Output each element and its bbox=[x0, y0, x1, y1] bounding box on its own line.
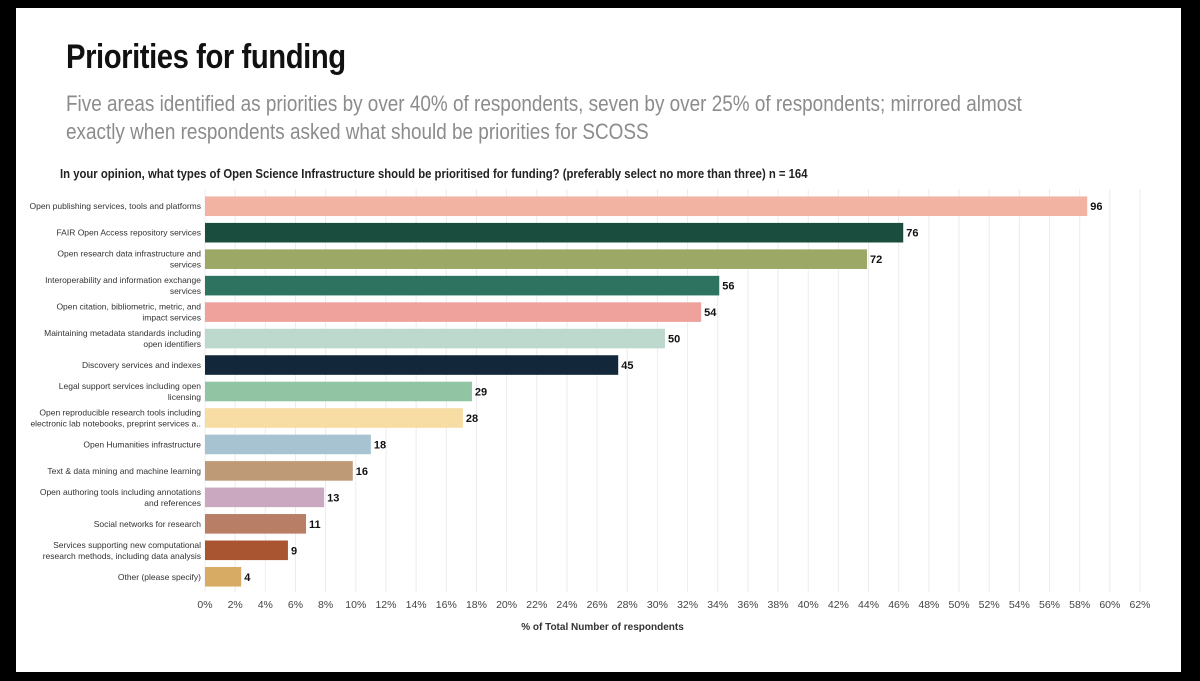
bar-value-label: 72 bbox=[870, 254, 882, 266]
category-label: FAIR Open Access repository services bbox=[56, 228, 201, 238]
x-tick-label: 40% bbox=[798, 599, 819, 611]
x-tick-label: 10% bbox=[345, 599, 366, 611]
category-label: Open research data infrastructure and ser… bbox=[57, 249, 201, 270]
bar bbox=[205, 461, 353, 481]
bar-value-label: 29 bbox=[475, 387, 487, 399]
x-tick-label: 30% bbox=[647, 599, 668, 611]
category-label: Other (please specify) bbox=[118, 572, 201, 582]
bar bbox=[205, 514, 307, 534]
x-tick-label: 8% bbox=[318, 599, 333, 611]
bar bbox=[205, 275, 720, 296]
category-label: Open reproducible research tools includi… bbox=[30, 407, 201, 428]
category-label: Discovery services and indexes bbox=[82, 360, 201, 370]
x-tick-label: 6% bbox=[288, 599, 303, 611]
bar-value-label: 11 bbox=[309, 519, 321, 531]
bar-value-label: 9 bbox=[291, 545, 297, 557]
x-tick-label: 54% bbox=[1009, 599, 1030, 611]
x-tick-label: 44% bbox=[858, 599, 879, 611]
bar bbox=[205, 328, 665, 349]
bar-value-label: 76 bbox=[906, 228, 918, 240]
bar-value-label: 50 bbox=[668, 334, 680, 346]
bar bbox=[205, 566, 242, 587]
category-label: Open citation, bibliometric, metric, and… bbox=[56, 302, 201, 323]
x-tick-label: 18% bbox=[466, 599, 487, 611]
bar bbox=[205, 196, 1088, 217]
page-subtitle: Five areas identified as priorities by o… bbox=[66, 91, 1022, 144]
x-tick-label: 22% bbox=[526, 599, 547, 611]
x-tick-label: 58% bbox=[1069, 599, 1090, 611]
bar bbox=[205, 408, 463, 428]
category-label: Open Humanities infrastructure bbox=[83, 439, 201, 449]
bar bbox=[205, 487, 325, 508]
x-tick-label: 36% bbox=[737, 599, 758, 611]
x-tick-label: 62% bbox=[1129, 599, 1150, 611]
bar-value-label: 4 bbox=[244, 572, 251, 584]
bar-value-label: 18 bbox=[374, 439, 386, 451]
bar-value-label: 16 bbox=[356, 466, 368, 478]
bar bbox=[205, 249, 868, 269]
x-tick-label: 52% bbox=[979, 599, 1000, 611]
bar-value-label: 56 bbox=[722, 281, 734, 293]
page-title: Priorities for funding bbox=[66, 38, 346, 76]
category-label: Open publishing services, tools and plat… bbox=[29, 201, 201, 211]
x-tick-label: 48% bbox=[918, 599, 939, 611]
x-tick-label: 14% bbox=[406, 599, 427, 611]
bar bbox=[205, 381, 472, 402]
chart-title: In your opinion, what types of Open Scie… bbox=[60, 166, 808, 181]
x-tick-label: 12% bbox=[375, 599, 396, 611]
bar-value-label: 96 bbox=[1090, 201, 1102, 213]
category-label: Social networks for research bbox=[94, 519, 202, 529]
category-label: Text & data mining and machine learning bbox=[47, 466, 201, 476]
bar bbox=[205, 302, 702, 322]
bar-value-label: 45 bbox=[621, 360, 633, 372]
x-tick-label: 16% bbox=[436, 599, 457, 611]
bar bbox=[205, 540, 288, 561]
x-tick-label: 28% bbox=[617, 599, 638, 611]
bar bbox=[205, 434, 371, 455]
x-tick-label: 2% bbox=[228, 599, 243, 611]
category-label: Services supporting new computational res… bbox=[43, 540, 201, 561]
x-axis-label: % of Total Number of respondents bbox=[521, 622, 684, 633]
bar bbox=[205, 355, 619, 375]
x-tick-label: 38% bbox=[768, 599, 789, 611]
category-label: Interoperability and information exchang… bbox=[45, 275, 201, 296]
bar bbox=[205, 222, 904, 243]
x-tick-label: 4% bbox=[258, 599, 273, 611]
x-tick-label: 50% bbox=[949, 599, 970, 611]
x-tick-label: 0% bbox=[197, 599, 212, 611]
x-tick-label: 56% bbox=[1039, 599, 1060, 611]
category-label: Maintaining metadata standards including… bbox=[44, 328, 201, 349]
bar-value-label: 28 bbox=[466, 413, 478, 425]
x-tick-label: 46% bbox=[888, 599, 909, 611]
category-label: Open authoring tools including annotatio… bbox=[40, 487, 201, 508]
x-tick-label: 32% bbox=[677, 599, 698, 611]
bar-value-label: 54 bbox=[704, 307, 717, 319]
x-tick-label: 60% bbox=[1099, 599, 1120, 611]
x-tick-label: 34% bbox=[707, 599, 728, 611]
x-tick-label: 42% bbox=[828, 599, 849, 611]
x-tick-label: 26% bbox=[587, 599, 608, 611]
category-label: Legal support services including open lic… bbox=[59, 381, 202, 402]
bar-value-label: 13 bbox=[327, 492, 339, 504]
x-tick-label: 20% bbox=[496, 599, 517, 611]
x-tick-label: 24% bbox=[556, 599, 577, 611]
